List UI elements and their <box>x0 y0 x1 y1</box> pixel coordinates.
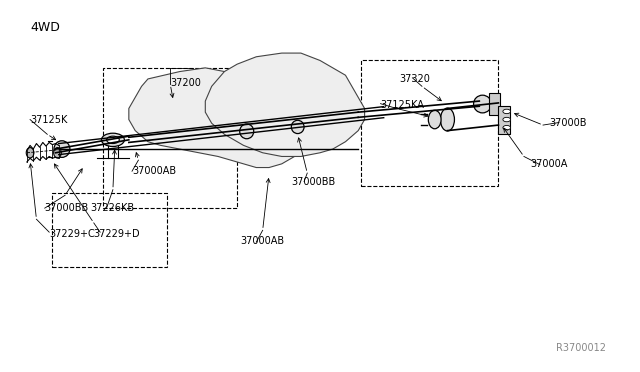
Bar <box>52 193 167 267</box>
Circle shape <box>106 136 119 144</box>
Text: 37226KB: 37226KB <box>91 203 135 213</box>
Polygon shape <box>129 68 301 167</box>
Text: 37125KA: 37125KA <box>381 100 424 110</box>
Text: 37229+C: 37229+C <box>49 229 95 239</box>
Bar <box>489 93 500 115</box>
Text: 37000BB: 37000BB <box>45 203 89 213</box>
Ellipse shape <box>54 141 70 157</box>
Ellipse shape <box>291 120 304 134</box>
Text: 37000A: 37000A <box>531 159 568 169</box>
Text: R3700012: R3700012 <box>556 343 606 353</box>
Text: 37125K: 37125K <box>30 115 67 125</box>
Circle shape <box>503 109 511 113</box>
Text: 37320: 37320 <box>399 74 431 84</box>
Text: 37000AB: 37000AB <box>132 166 176 176</box>
Bar <box>362 61 499 186</box>
Ellipse shape <box>428 110 441 129</box>
Circle shape <box>503 125 511 130</box>
Polygon shape <box>205 53 365 157</box>
Text: 37229+D: 37229+D <box>94 229 140 239</box>
Text: 37000AB: 37000AB <box>241 236 284 246</box>
Text: 4WD: 4WD <box>30 21 60 34</box>
Circle shape <box>101 133 124 147</box>
Bar <box>103 68 237 208</box>
Text: 37000BB: 37000BB <box>291 177 335 187</box>
Circle shape <box>503 117 511 122</box>
Bar <box>499 106 510 134</box>
Ellipse shape <box>440 108 454 131</box>
Ellipse shape <box>474 95 492 113</box>
Ellipse shape <box>26 148 34 158</box>
Text: 37200: 37200 <box>170 78 201 88</box>
Ellipse shape <box>240 124 253 139</box>
Ellipse shape <box>54 148 61 158</box>
Text: 37000B: 37000B <box>549 118 587 128</box>
